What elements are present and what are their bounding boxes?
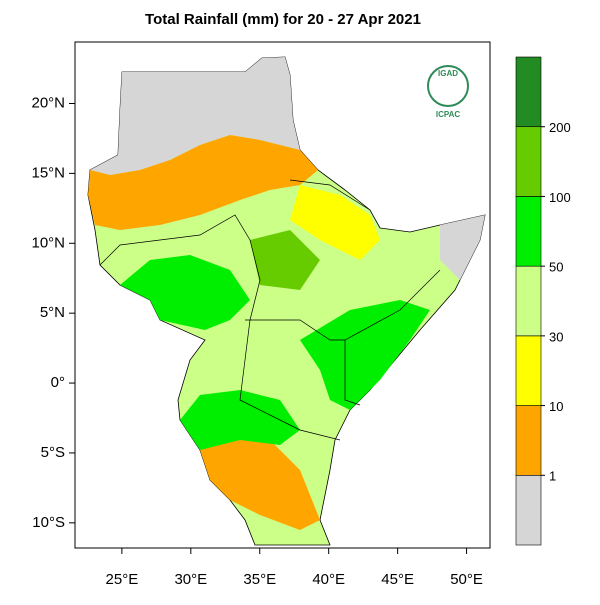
moderate-rain-area [290,185,380,260]
x-tick-label: 25°E [106,571,139,588]
x-tick-label: 45°E [381,571,414,588]
axes: 25°E 30°E 35°E 40°E 45°E 50°E 20°N 15°N 10°N 5°N 0… [31,94,482,587]
y-tick-label: 5°S [41,444,65,461]
y-tick-label: 5°N [40,304,65,321]
logo-emblem [427,65,469,107]
heavy-rain-area [120,255,250,330]
x-tick-label: 40°E [312,571,345,588]
country-borders [99,214,341,441]
legend-label: 10 [549,399,563,414]
dry-area [440,215,485,280]
country-borders [245,269,441,341]
legend-label: 1 [549,469,556,484]
color-bin [515,335,542,406]
country-borders [344,340,361,406]
y-tick-label: 10°S [32,514,65,531]
logo: IGAD ICPAC [427,65,469,119]
legend-label: 30 [549,329,563,344]
y-tick-label: 0° [51,374,65,391]
legend-label: 200 [549,120,571,135]
color-bin [515,196,542,267]
y-tick-label: 10°N [31,234,65,251]
legend-label: 100 [549,190,571,205]
x-tick-label: 35°E [243,571,276,588]
heavy-rain-area [250,230,320,290]
dry-area [90,57,300,175]
light-rain-area [200,430,320,530]
map-title: Total Rainfall (mm) for 20 - 27 Apr 2021 [145,11,421,28]
logo-name: IGAD [438,69,458,78]
y-tick-label: 15°N [31,164,65,181]
y-tick-label: 20°N [31,94,65,111]
color-bin [515,474,542,546]
color-bin [515,265,542,337]
color-bin [515,56,542,128]
color-legend: 1 10 30 50 100 200 [515,56,571,546]
legend-label: 50 [549,260,563,275]
color-bin [515,126,542,197]
x-tick-label: 50°E [450,571,483,588]
map-frame [74,41,491,549]
heavy-rain-area [300,300,430,410]
logo-org: ICPAC [436,110,461,119]
light-rain-area [88,135,318,230]
land [87,56,486,546]
heavy-rain-area [180,390,300,450]
country-borders [289,179,371,211]
x-tick-label: 30°E [174,571,207,588]
color-bin [515,405,542,476]
